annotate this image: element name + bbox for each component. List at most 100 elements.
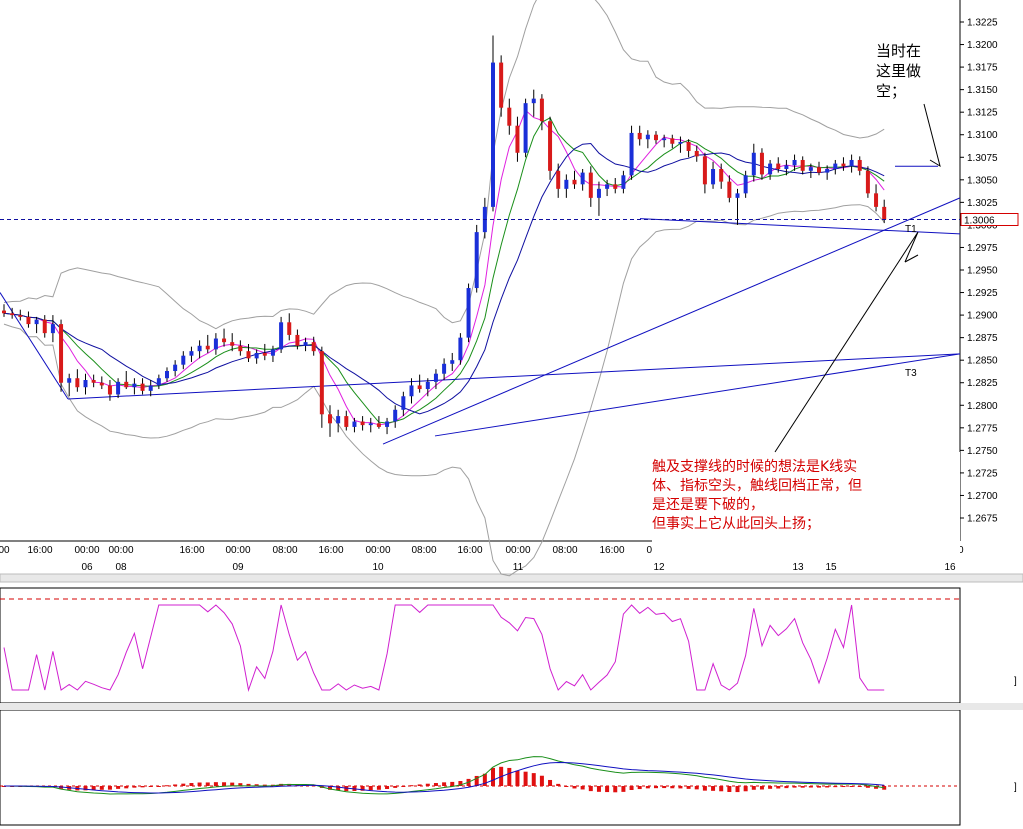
candle-body [874, 193, 879, 207]
candle-body [433, 373, 438, 382]
macd-histogram-bar [450, 781, 455, 786]
trendline-t1 [382, 197, 961, 445]
macd-histogram-bar [539, 775, 544, 786]
macd-marker: ] [1014, 782, 1017, 793]
price-tick-label: 1.2675 [967, 514, 998, 525]
time-tick-label: 00:00 [365, 545, 390, 556]
candle-body [792, 159, 797, 166]
candle-body [662, 138, 667, 141]
annotation-box [652, 452, 960, 560]
time-tick-label: 16:00 [599, 545, 624, 556]
candle-body [491, 62, 495, 207]
candle-body [213, 338, 218, 350]
macd-histogram-bar [833, 786, 838, 788]
candle-body [270, 349, 275, 356]
annotation-short-note: 当时在 [876, 42, 921, 60]
candle-body [262, 352, 267, 356]
time-axis: 00 16:00 00:00 00:00 16:00 00:00 08:00 16:00 00:… [0, 545, 964, 573]
candle-body [401, 396, 406, 410]
macd-histogram-bar [588, 786, 593, 792]
candle-body [311, 342, 316, 352]
candle-body [393, 409, 398, 422]
candle-body [531, 98, 536, 104]
candle-body [336, 416, 341, 424]
candle-body [857, 159, 862, 171]
candle-body [140, 383, 145, 391]
macd-histogram-bar [849, 786, 854, 787]
candle-body [702, 156, 707, 185]
candle-body [18, 315, 23, 317]
candle-body [107, 385, 112, 395]
macd-histogram-bar [507, 767, 512, 786]
candle-body [344, 416, 349, 427]
candle-body [727, 181, 732, 198]
annotation-short-note: 这里做 [876, 62, 921, 80]
macd-histogram-bar [841, 786, 846, 788]
candlesticks [2, 35, 887, 437]
price-tick-label: 1.3225 [967, 18, 998, 29]
candle-body [59, 324, 64, 383]
macd-histogram-bar [156, 786, 161, 787]
candle-body [75, 378, 80, 388]
candle-body [83, 380, 88, 388]
trendline-neckline [639, 218, 961, 235]
annotation-short-note: 空； [876, 82, 906, 100]
price-tick-label: 1.2800 [967, 401, 998, 412]
candle-body [556, 170, 561, 189]
candle-body [743, 175, 748, 194]
macd-histogram-bar [132, 786, 137, 788]
current-price-box [960, 212, 1019, 226]
date-tick-label: 09 [232, 562, 244, 573]
candle-body [442, 363, 447, 374]
candle-body [800, 159, 805, 171]
time-tick-label: 00 [0, 545, 10, 556]
macd-histogram-bar [482, 773, 487, 786]
macd-histogram-bar [140, 786, 145, 788]
candle-body [882, 206, 887, 220]
macd-histogram-bar [458, 781, 463, 786]
candle-body [817, 167, 821, 173]
candle-body [523, 103, 528, 153]
candle-body [295, 334, 300, 346]
candle-body [588, 172, 593, 198]
time-tick-label: 00:00 [225, 545, 250, 556]
candle-body [67, 378, 72, 383]
candle-body [165, 371, 169, 379]
macd-histogram-bar [759, 786, 764, 790]
macd-histogram-bar [107, 786, 112, 790]
macd-histogram-bar [425, 783, 430, 786]
candle-body [2, 310, 6, 314]
macd-histogram-bar [99, 786, 104, 790]
time-tick-label: 08:00 [272, 545, 297, 556]
oscillator-line [3, 604, 885, 692]
candle-body [849, 159, 854, 167]
candle-body [116, 381, 121, 395]
price-tick-label: 1.3100 [967, 130, 998, 141]
macd-histogram-bar [165, 785, 169, 787]
macd-histogram-bar [474, 775, 479, 786]
price-tick-label: 1.3075 [967, 153, 998, 164]
macd-histogram-bar [393, 786, 398, 788]
macd-histogram-bar [328, 786, 332, 790]
annotation-support-note: 是还是要下破的， [652, 497, 764, 513]
candle-body [222, 338, 227, 343]
macd-histogram-bar [776, 786, 781, 789]
candle-body [548, 121, 553, 171]
upper-band [3, 0, 885, 330]
macd-histogram-bar [91, 786, 96, 791]
macd-histogram-bar [189, 783, 194, 786]
macd-histogram-bar [678, 786, 683, 789]
macd-histogram-bar [702, 786, 707, 791]
candle-body [474, 232, 479, 289]
time-tick-label: 16:00 [457, 545, 482, 556]
price-tick-label: 1.2925 [967, 288, 998, 299]
macd-histogram-bar [116, 786, 121, 789]
macd-histogram-bar [662, 786, 667, 789]
candle-body [515, 125, 520, 153]
date-tick-label: 12 [653, 562, 665, 573]
candle-body [450, 360, 455, 364]
macd-histogram-bar [719, 786, 724, 792]
date-tick-label: 11 [513, 562, 524, 573]
candle-body [768, 163, 773, 175]
